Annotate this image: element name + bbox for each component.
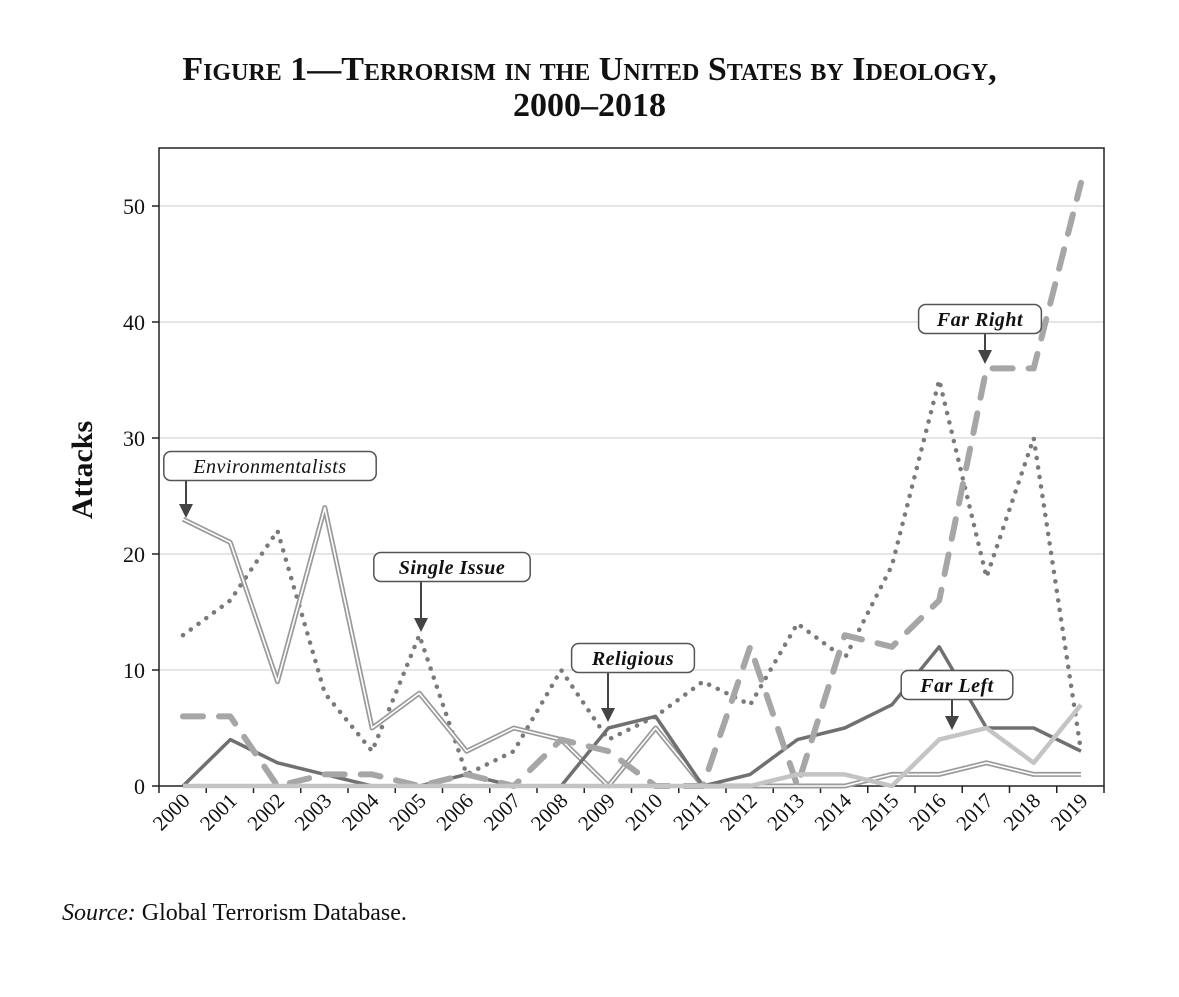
x-tick-label: 2018 (999, 789, 1046, 836)
x-tick-label: 2019 (1046, 789, 1093, 836)
annotation-label: Environmentalists (192, 456, 346, 478)
annotation-arrow-head (945, 716, 959, 730)
y-tick-label: 30 (123, 426, 145, 451)
chart-title-line-1: Figure 1—Terrorism in the United States … (182, 51, 997, 88)
annotation-arrow-head (414, 618, 428, 632)
annotation-arrow-head (601, 708, 615, 722)
x-tick-label: 2014 (810, 788, 857, 835)
annotation-environmentalists: Environmentalists (163, 450, 377, 518)
source-label: Source: (62, 900, 136, 926)
x-tick-label: 2004 (337, 788, 384, 835)
annotation-label: Far Right (936, 309, 1024, 331)
annotation-label: Religious (591, 648, 674, 670)
source-note: Source: Global Terrorism Database. (62, 900, 407, 927)
annotation-single-issue: Single Issue (373, 551, 531, 632)
x-tick-label: 2016 (904, 789, 951, 836)
x-tick-label: 2005 (384, 789, 431, 836)
x-tick-label: 2017 (951, 789, 998, 836)
x-tick-label: 2000 (148, 789, 195, 836)
annotation-box (570, 642, 696, 674)
x-tick-label: 2002 (242, 789, 289, 836)
series-line-environmentalists-inner (182, 506, 1081, 787)
series-line-far-right (180, 179, 1084, 789)
annotation-arrow-head (978, 350, 992, 364)
annotation-far-right: Far Right (917, 303, 1043, 364)
x-tick-label: 2007 (479, 789, 526, 836)
y-tick-label: 50 (123, 194, 145, 219)
annotation-box (163, 450, 377, 482)
annotations: Environmentalists Single Issue Religious Fa… (163, 303, 1043, 730)
x-tick-label: 2013 (762, 789, 809, 836)
y-tick-label: 0 (134, 774, 145, 799)
x-tick-label: 2012 (715, 789, 762, 836)
x-tick-label: 2009 (573, 789, 620, 836)
annotation-religious: Religious (570, 642, 696, 722)
x-tick-label: 2001 (195, 789, 242, 836)
x-tick-label: 2011 (668, 789, 714, 835)
series-lines (180, 179, 1084, 789)
x-tick-label: 2015 (857, 789, 904, 836)
annotation-box (900, 669, 1014, 701)
x-tick-label: 2003 (290, 789, 337, 836)
y-axis-label: Attacks (66, 421, 99, 519)
y-tick-label: 10 (123, 658, 145, 683)
source-text: Global Terrorism Database. (135, 900, 407, 926)
x-tick-label: 2008 (526, 789, 573, 836)
annotation-arrow-head (179, 504, 193, 518)
annotation-far-left: Far Left (900, 669, 1014, 730)
y-tick-label: 20 (123, 542, 145, 567)
x-tick-label: 2010 (620, 789, 667, 836)
x-tick-label: 2006 (431, 789, 478, 836)
chart-title: Figure 1—Terrorism in the United States … (0, 52, 1179, 124)
y-tick-label: 40 (123, 310, 145, 335)
annotation-label: Far Left (919, 675, 994, 697)
annotation-box (373, 551, 531, 583)
chart-title-line-2: 2000–2018 (513, 87, 666, 124)
annotation-box (917, 303, 1043, 335)
annotation-label: Single Issue (399, 557, 506, 579)
series-line-far-left (183, 703, 1083, 789)
series-line-single-issue (180, 377, 1084, 777)
